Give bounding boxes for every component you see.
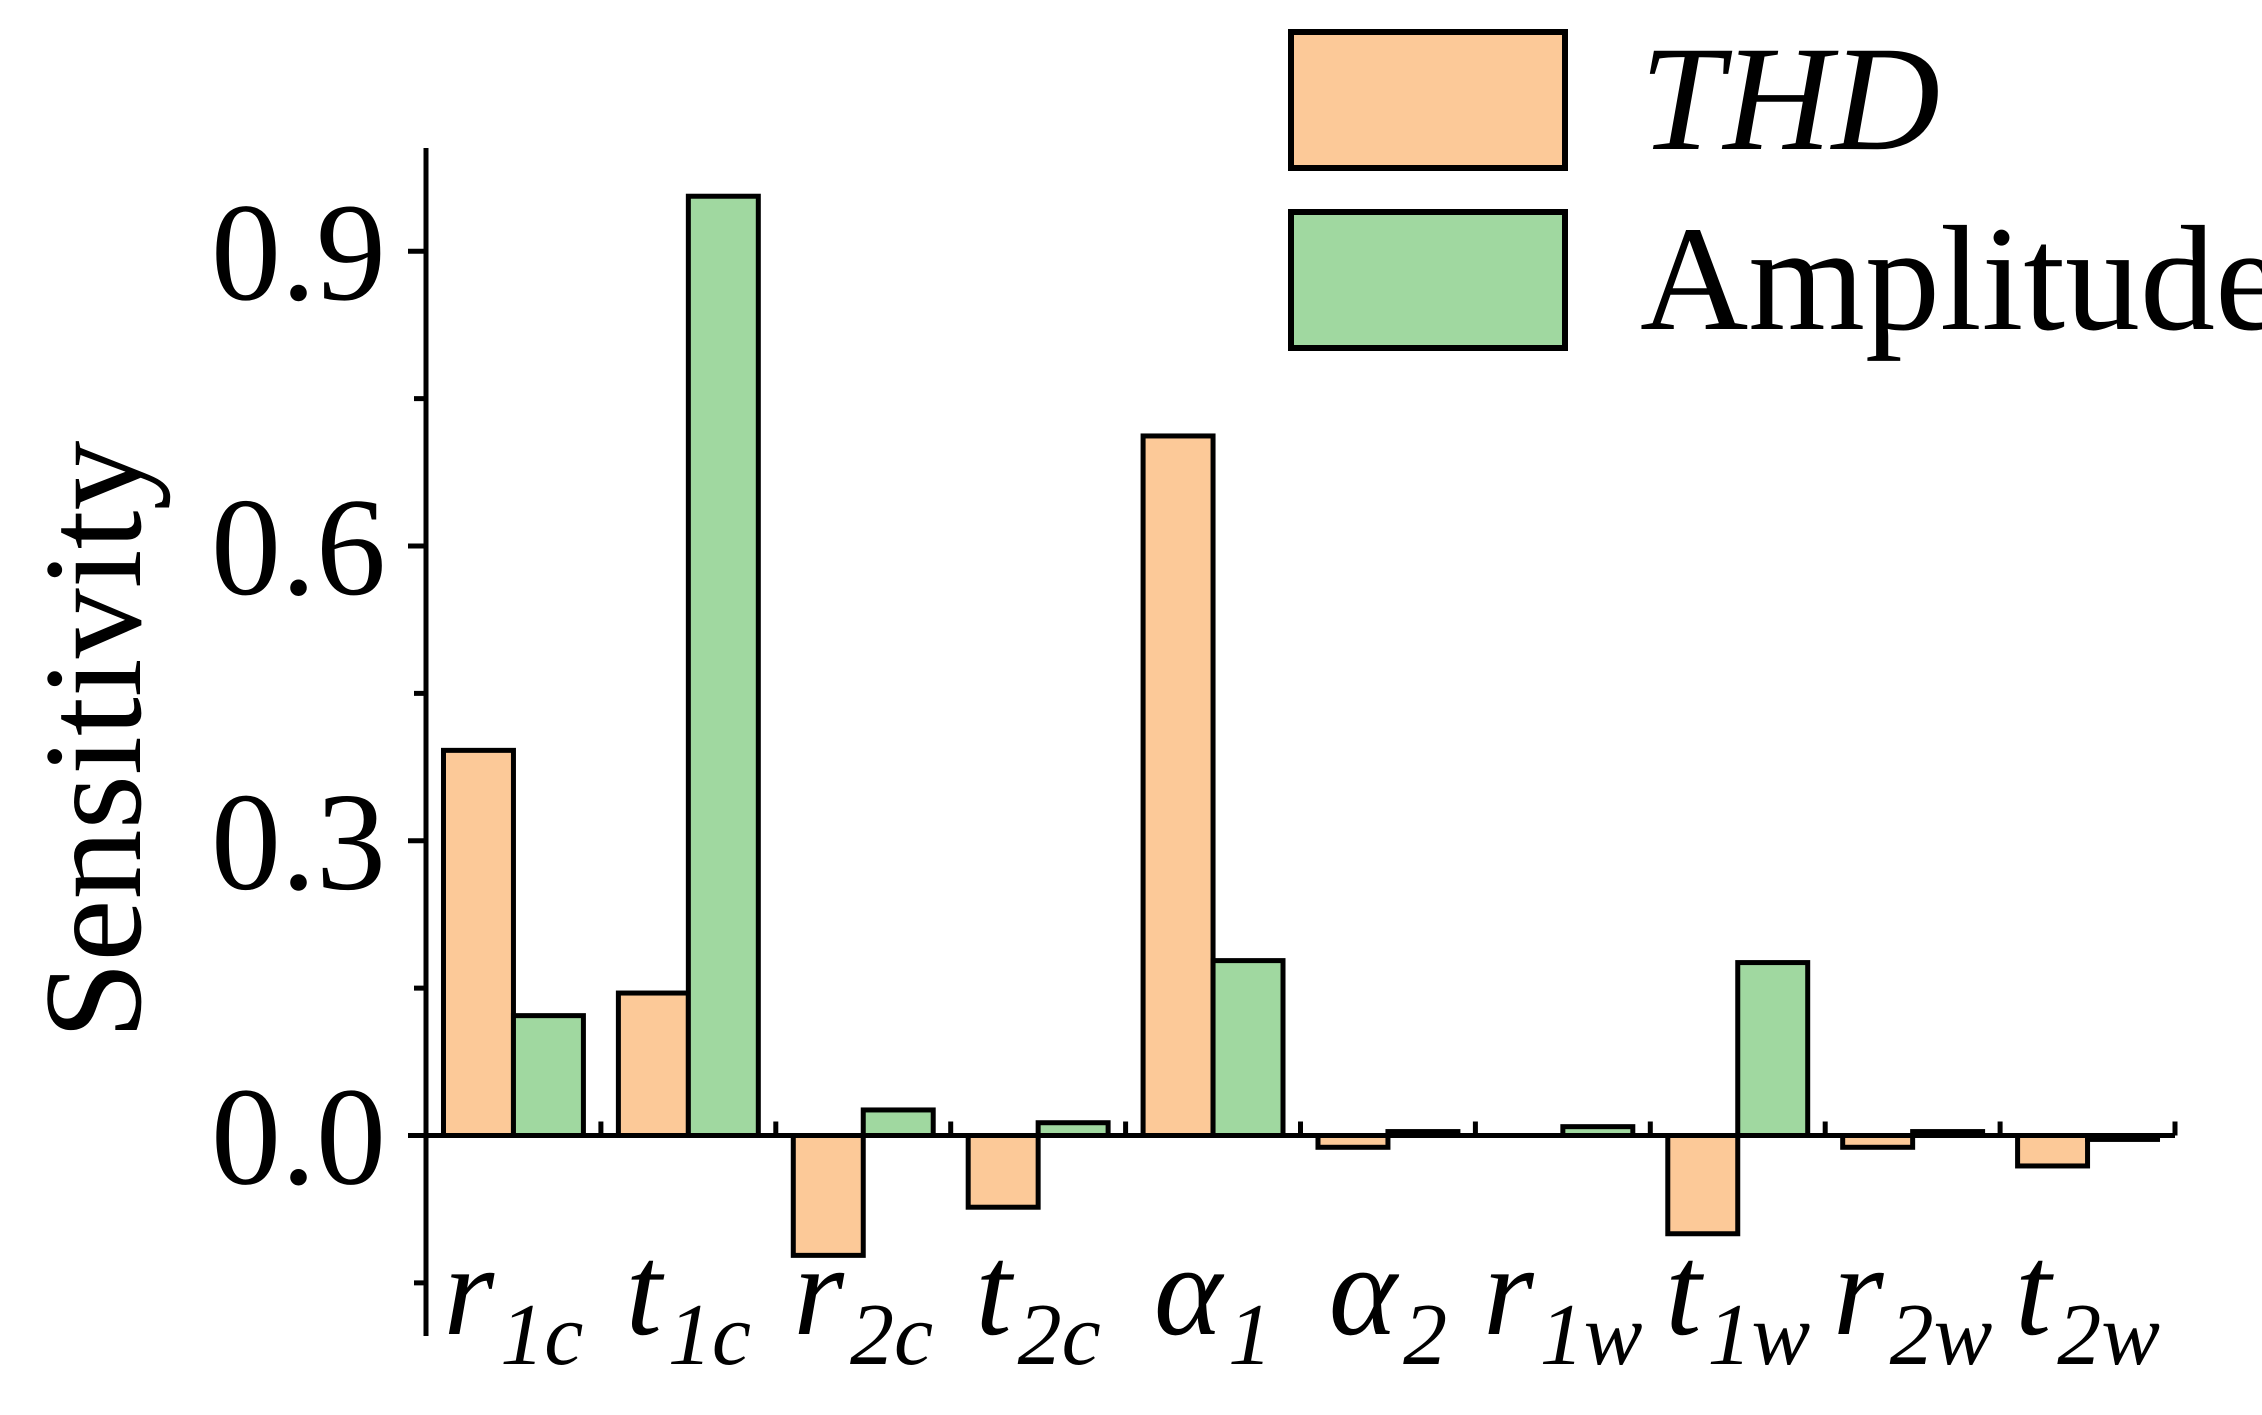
- category-subscript: 2c: [1018, 1287, 1101, 1384]
- category-subscript: 2c: [850, 1287, 933, 1384]
- category-symbol: t: [976, 1219, 1015, 1363]
- category-symbol: α: [1329, 1219, 1400, 1363]
- y-tick-label: 0.9: [211, 175, 386, 330]
- bar: [2015, 1133, 2091, 1169]
- category-symbol: r: [1833, 1219, 1884, 1363]
- x-tick-label: t2c: [976, 1219, 1101, 1384]
- bar: [965, 1133, 1041, 1210]
- y-axis-label: Sensitivity: [16, 441, 171, 1040]
- bar: [510, 1013, 586, 1139]
- x-tick-label: α1: [1154, 1219, 1272, 1384]
- x-tick-label: t1c: [626, 1219, 751, 1384]
- bar: [615, 990, 691, 1138]
- category-subscript: 2: [1403, 1287, 1447, 1384]
- y-tick-label: 0.3: [211, 765, 386, 920]
- bar: [860, 1107, 936, 1138]
- y-tick-label: 0.6: [211, 470, 386, 625]
- category-subscript: 2w: [1890, 1287, 1993, 1384]
- category-subscript: 1c: [668, 1287, 751, 1384]
- legend-label: THD: [1640, 16, 1940, 182]
- x-tick-label: r2w: [1833, 1219, 1993, 1384]
- x-tick-label: r1c: [444, 1219, 584, 1384]
- category-subscript: 1w: [1540, 1287, 1643, 1384]
- x-tick-label: t2w: [2015, 1219, 2160, 1384]
- legend-label: Amplitude: [1640, 196, 2262, 362]
- category-symbol: r: [1483, 1219, 1534, 1363]
- x-tick-label: r1w: [1483, 1219, 1643, 1384]
- y-tick-label: 0.0: [211, 1060, 386, 1215]
- x-tick-label: t1w: [1665, 1219, 1810, 1384]
- x-tick-label: α2: [1329, 1219, 1447, 1384]
- legend-swatch: [1288, 29, 1568, 171]
- bar: [1665, 1133, 1741, 1237]
- category-symbol: r: [444, 1219, 495, 1363]
- x-tick-label: r2c: [793, 1219, 933, 1384]
- bar: [1210, 958, 1286, 1138]
- category-symbol: t: [626, 1219, 665, 1363]
- category-symbol: α: [1154, 1219, 1225, 1363]
- category-symbol: t: [1665, 1219, 1704, 1363]
- category-subscript: 1w: [1707, 1287, 1810, 1384]
- category-subscript: 1c: [500, 1287, 583, 1384]
- category-symbol: r: [793, 1219, 844, 1363]
- bar: [1735, 960, 1811, 1139]
- category-symbol: t: [2015, 1219, 2054, 1363]
- bar: [1140, 433, 1216, 1138]
- category-subscript: 2w: [2057, 1287, 2160, 1384]
- bar: [685, 193, 761, 1139]
- bar: [440, 747, 516, 1138]
- legend-swatch: [1288, 209, 1568, 351]
- category-subscript: 1: [1228, 1287, 1272, 1384]
